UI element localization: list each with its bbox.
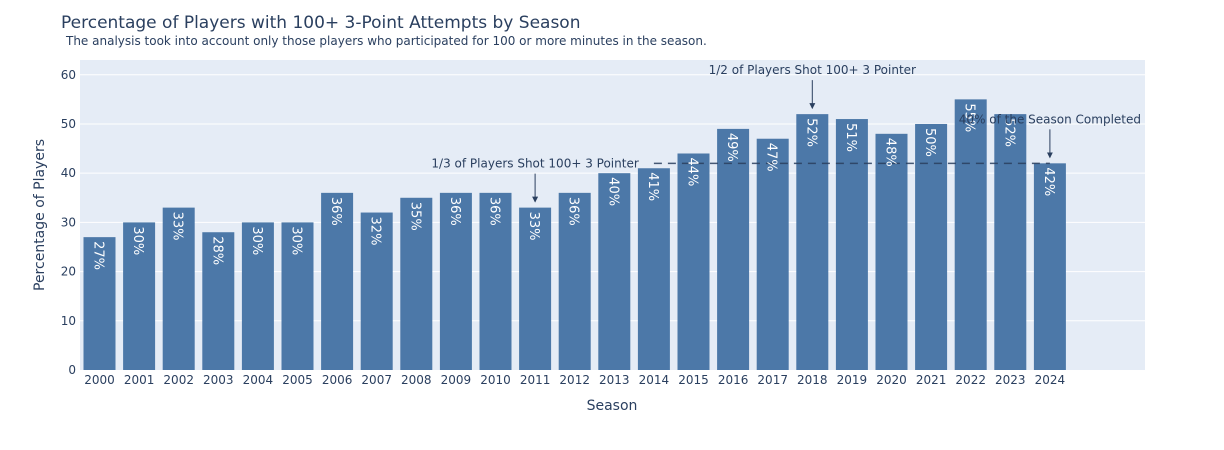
x-tick-label: 2008 — [401, 373, 432, 387]
x-tick-label: 2005 — [282, 373, 313, 387]
bar — [915, 123, 948, 370]
data-label: 48% — [883, 138, 898, 167]
data-label: 47% — [764, 143, 779, 172]
bar — [677, 153, 710, 370]
y-tick-label: 60 — [61, 68, 76, 82]
x-tick-label: 2004 — [243, 373, 274, 387]
data-label: 30% — [130, 226, 145, 255]
x-tick-label: 2001 — [124, 373, 155, 387]
chart-title: Percentage of Players with 100+ 3-Point … — [61, 13, 581, 33]
x-tick-label: 2017 — [757, 373, 788, 387]
x-tick-label: 2019 — [837, 373, 868, 387]
bar — [598, 173, 631, 370]
bar — [756, 138, 789, 370]
data-label: 30% — [289, 226, 304, 255]
data-label: 49% — [724, 133, 739, 162]
x-tick-label: 2010 — [480, 373, 511, 387]
x-tick-label: 2021 — [916, 373, 947, 387]
data-label: 36% — [566, 197, 581, 226]
annotation-text: 40% of the Season Completed — [959, 112, 1141, 126]
x-tick-label: 2002 — [163, 373, 194, 387]
data-label: 52% — [1001, 118, 1016, 147]
bar — [202, 232, 235, 370]
x-tick-label: 2024 — [1035, 373, 1066, 387]
x-tick-label: 2007 — [361, 373, 392, 387]
data-label: 40% — [605, 177, 620, 206]
bar — [162, 207, 195, 370]
data-label: 55% — [962, 103, 977, 132]
data-label: 52% — [803, 118, 818, 147]
bar — [83, 237, 116, 370]
data-label: 41% — [645, 172, 660, 201]
bar — [479, 192, 512, 370]
data-label: 30% — [249, 226, 264, 255]
bar — [796, 114, 829, 370]
data-label: 33% — [170, 212, 185, 241]
data-label: 50% — [922, 128, 937, 157]
bar — [994, 114, 1027, 370]
bar — [321, 192, 354, 370]
bar — [281, 222, 314, 370]
x-axis-label: Season — [587, 398, 638, 414]
bar — [717, 128, 750, 370]
data-label: 36% — [328, 197, 343, 226]
bar — [439, 192, 472, 370]
x-tick-label: 2014 — [639, 373, 670, 387]
annotation-text: 1/3 of Players Shot 100+ 3 Pointer — [431, 157, 638, 171]
y-tick-label: 0 — [68, 363, 76, 377]
y-tick-label: 10 — [61, 314, 76, 328]
bar — [637, 168, 670, 370]
data-label: 36% — [447, 197, 462, 226]
data-label: 42% — [1041, 167, 1056, 196]
x-tick-label: 2020 — [876, 373, 907, 387]
bar — [519, 207, 552, 370]
x-tick-label: 2011 — [520, 373, 551, 387]
bar — [875, 133, 908, 370]
y-axis-label: Percentage of Players — [32, 139, 48, 291]
y-tick-label: 50 — [61, 117, 76, 131]
data-label: 33% — [526, 212, 541, 241]
bar — [835, 119, 868, 370]
x-tick-label: 2018 — [797, 373, 828, 387]
data-label: 36% — [487, 197, 502, 226]
data-label: 51% — [843, 123, 858, 152]
data-label: 32% — [368, 217, 383, 246]
x-tick-label: 2012 — [559, 373, 590, 387]
bar — [1033, 163, 1066, 370]
data-label: 27% — [91, 241, 106, 270]
bar — [954, 99, 987, 370]
x-tick-label: 2013 — [599, 373, 630, 387]
annotation-text: 1/2 of Players Shot 100+ 3 Pointer — [709, 63, 916, 77]
x-tick-label: 2009 — [441, 373, 472, 387]
x-tick-label: 2015 — [678, 373, 709, 387]
bar — [123, 222, 156, 370]
bar — [558, 192, 591, 370]
x-tick-label: 2000 — [84, 373, 115, 387]
x-tick-label: 2006 — [322, 373, 353, 387]
bar — [241, 222, 274, 370]
x-tick-label: 2003 — [203, 373, 234, 387]
data-label: 35% — [407, 202, 422, 231]
chart-subtitle: The analysis took into account only thos… — [66, 34, 707, 48]
y-tick-label: 20 — [61, 265, 76, 279]
data-label: 44% — [685, 157, 700, 186]
data-label: 28% — [209, 236, 224, 265]
y-tick-label: 40 — [61, 166, 76, 180]
y-tick-label: 30 — [61, 215, 76, 229]
x-tick-label: 2023 — [995, 373, 1026, 387]
bar — [360, 212, 393, 370]
x-tick-label: 2016 — [718, 373, 749, 387]
bar — [400, 197, 433, 370]
x-tick-label: 2022 — [955, 373, 986, 387]
